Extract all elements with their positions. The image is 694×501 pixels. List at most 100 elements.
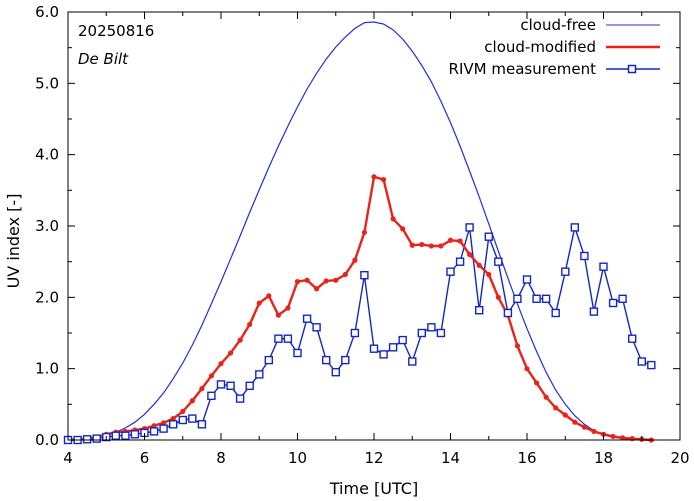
- y-tick-label: 3.0: [35, 217, 59, 235]
- cloud-modified-point: [581, 424, 587, 430]
- cloud-modified-point: [486, 271, 492, 278]
- cloud-modified-point: [151, 423, 157, 429]
- cloud-modified-point: [591, 428, 597, 435]
- rivm-measurement-point: [216, 380, 226, 389]
- cloud-modified-point: [342, 271, 348, 278]
- cloud-modified-point: [457, 238, 463, 244]
- rivm-measurement-point: [484, 232, 493, 241]
- cloud-modified-point: [562, 412, 568, 418]
- rivm-measurement-point: [207, 391, 216, 400]
- cloud-modified-point: [533, 380, 540, 386]
- rivm-measurement-point: [226, 381, 235, 390]
- rivm-measurement-point: [580, 251, 589, 261]
- x-tick-label: 10: [288, 449, 307, 467]
- x-axis-title: Time [UTC]: [329, 479, 418, 498]
- rivm-measurement-point: [178, 415, 188, 425]
- rivm-measurement-point: [283, 334, 293, 343]
- x-tick-label: 8: [216, 449, 226, 467]
- y-tick-label: 0.0: [35, 431, 59, 449]
- rivm-measurement-point: [360, 271, 369, 280]
- rivm-measurement-point: [312, 323, 321, 332]
- rivm-measurement-point: [293, 348, 302, 358]
- y-tick-label: 4.0: [35, 146, 59, 164]
- x-tick-label: 18: [594, 449, 613, 467]
- rivm-measurement-point: [637, 357, 646, 366]
- rivm-measurement-point: [111, 431, 121, 440]
- cloud-modified-point: [227, 350, 234, 356]
- rivm-measurement-point: [599, 262, 608, 271]
- cloud-modified-point: [409, 242, 415, 248]
- cloud-modified-point: [419, 241, 425, 248]
- rivm-measurement-point: [465, 223, 474, 232]
- rivm-measurement-point: [369, 344, 379, 353]
- y-tick-label: 6.0: [35, 3, 59, 21]
- location-annotation: De Bilt: [78, 50, 129, 68]
- cloud-modified-point: [495, 294, 501, 300]
- cloud-modified-point: [199, 386, 205, 392]
- rivm-measurement-point: [159, 424, 168, 433]
- rivm-measurement-point: [417, 328, 426, 338]
- rivm-measurement-point: [618, 294, 627, 303]
- rivm-measurement-point: [551, 308, 560, 318]
- rivm-measurement-point: [341, 355, 350, 365]
- rivm-measurement-point: [408, 357, 417, 366]
- cloud-modified-point: [180, 408, 186, 415]
- cloud-modified-point: [428, 243, 434, 249]
- legend-label-rivm-measurement: RIVM measurement: [449, 60, 597, 78]
- rivm-measurement-point: [245, 381, 254, 390]
- rivm-measurement-point: [541, 294, 551, 303]
- y-axis-title: UV index [-]: [4, 194, 23, 289]
- cloud-modified-point: [285, 305, 291, 311]
- cloud-modified-point: [447, 237, 454, 243]
- cloud-modified-point: [247, 321, 253, 328]
- rivm-measurement-point: [589, 307, 599, 316]
- cloud-modified-point: [620, 435, 626, 441]
- cloud-modified-point: [314, 286, 320, 292]
- rivm-measurement-point: [446, 267, 455, 276]
- cloud-modified-point: [304, 277, 310, 283]
- rivm-measurement-point: [513, 294, 522, 303]
- rivm-measurement-point: [350, 328, 360, 338]
- cloud-modified-point: [333, 277, 339, 283]
- cloud-modified-point: [610, 433, 616, 440]
- cloud-modified-point: [237, 337, 243, 343]
- rivm-measurement-point: [235, 394, 245, 403]
- rivm-measurement-point: [628, 334, 637, 343]
- legend: cloud-free cloud-modified RIVM measureme…: [449, 16, 660, 78]
- rivm-measurement-point: [503, 308, 513, 318]
- cloud-modified-point: [189, 398, 195, 404]
- cloud-modified-point: [467, 251, 473, 258]
- cloud-modified-point: [572, 419, 578, 425]
- rivm-measurement-point: [188, 414, 197, 423]
- rivm-measurement-point: [379, 350, 388, 359]
- cloud-modified-point: [553, 405, 559, 411]
- rivm-measurement-point: [398, 335, 407, 345]
- x-tick-label: 6: [140, 449, 150, 467]
- rivm-measurement-point: [92, 434, 101, 443]
- cloud-modified-point: [170, 416, 176, 422]
- x-tick-label: 14: [441, 449, 460, 467]
- rivm-measurement-point: [494, 257, 503, 266]
- x-tick-label: 4: [63, 449, 73, 467]
- rivm-measurement-point: [647, 360, 656, 370]
- cloud-modified-point: [476, 262, 482, 268]
- cloud-modified-point: [361, 229, 368, 236]
- rivm-measurement-point: [302, 314, 312, 323]
- cloud-modified-point: [294, 279, 301, 285]
- x-tick-label: 20: [670, 449, 689, 467]
- rivm-measurement-point: [121, 431, 130, 440]
- rivm-measurement-point: [168, 420, 178, 429]
- cloud-modified-point: [161, 420, 167, 426]
- rivm-measurement-point: [522, 275, 532, 284]
- cloud-modified-point: [218, 361, 224, 367]
- date-annotation: 20250816: [78, 22, 154, 40]
- series-line-rivm-measurement: [68, 224, 652, 441]
- cloud-modified-point: [371, 174, 377, 180]
- y-tick-label: 5.0: [35, 74, 59, 92]
- rivm-measurement-point: [427, 323, 436, 332]
- rivm-measurement-point: [388, 343, 398, 352]
- cloud-modified-point: [275, 312, 281, 318]
- rivm-measurement-point: [331, 368, 340, 377]
- cloud-modified-point: [352, 257, 358, 263]
